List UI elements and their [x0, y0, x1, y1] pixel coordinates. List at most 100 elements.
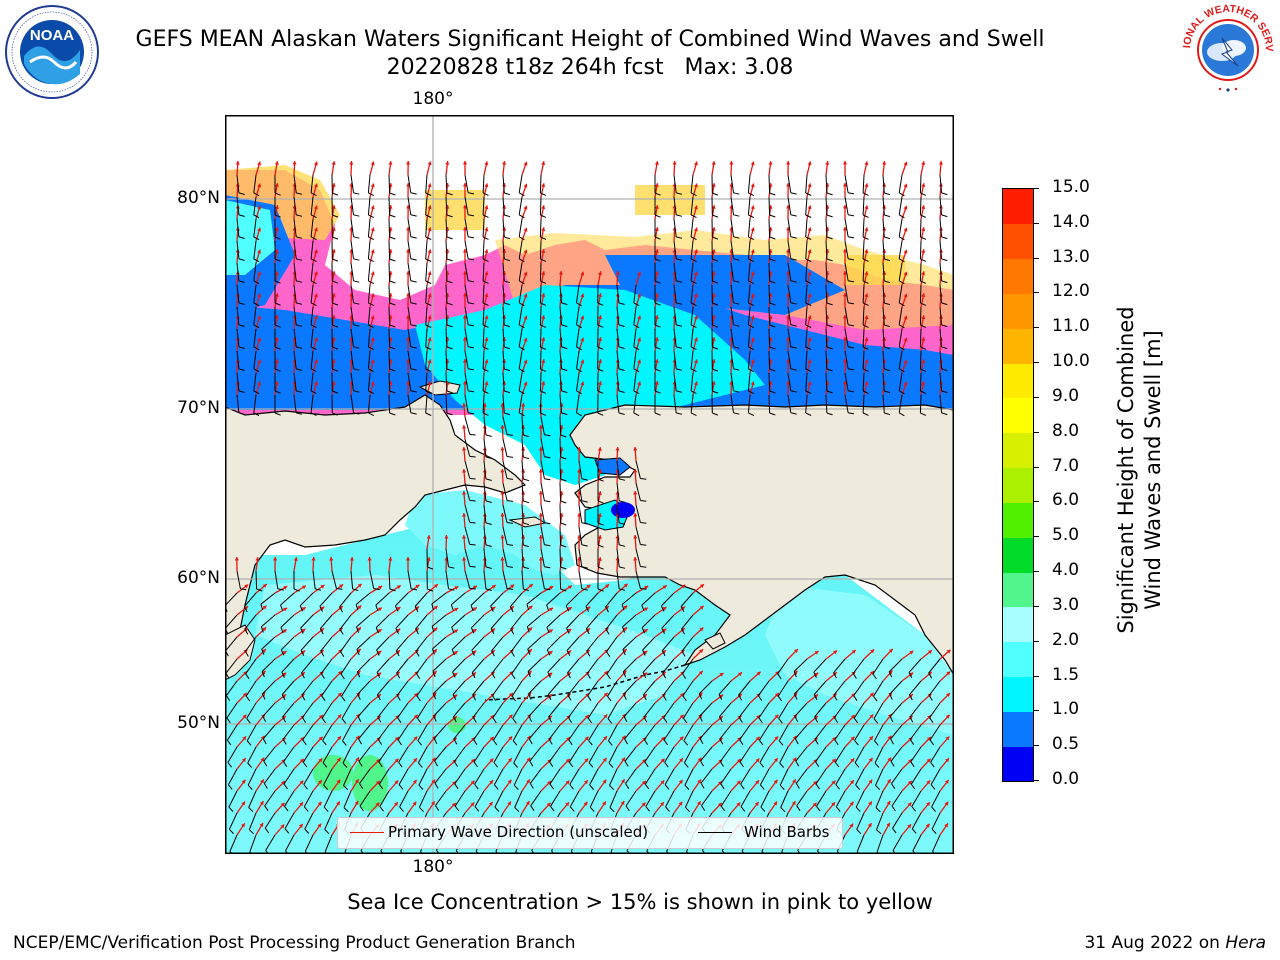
- wave-arrowhead: [396, 585, 401, 589]
- wind-barb-flag: [253, 236, 260, 241]
- wave-arrowhead: [260, 757, 265, 762]
- wave-arrowhead: [274, 249, 279, 253]
- wind-barb-flag: [738, 694, 743, 701]
- wind-barb-shaft: [518, 196, 523, 215]
- wave-arrowhead: [791, 801, 796, 806]
- wind-barb-shaft: [882, 174, 885, 194]
- wind-barb-flag: [733, 346, 740, 349]
- wind-barb-flag: [856, 829, 862, 835]
- ice-patch: [845, 255, 905, 285]
- wind-barb-flag: [339, 606, 343, 613]
- wave-arrowhead: [786, 161, 791, 165]
- wind-barb-shaft: [339, 614, 352, 630]
- wind-barb-shaft: [417, 746, 428, 764]
- wind-barb-shaft: [236, 328, 240, 347]
- wave-arrowhead: [500, 469, 505, 473]
- wind-barb-flag: [417, 740, 422, 746]
- wind-barb-shaft: [633, 372, 637, 391]
- wave-arrowhead: [244, 584, 249, 589]
- wind-barb-shaft: [527, 636, 542, 650]
- wind-barb-shaft: [397, 702, 409, 718]
- wave-arrowhead: [274, 381, 279, 385]
- wind-barb-flag: [813, 671, 817, 678]
- wave-arrowhead: [907, 802, 912, 807]
- footer-date-text: 31 Aug 2022 on: [1084, 933, 1220, 953]
- wind-barb-flag: [540, 280, 547, 284]
- wind-barb-flag: [690, 302, 697, 307]
- wind-barb-shaft: [919, 196, 922, 216]
- wind-barb-flag: [253, 302, 260, 307]
- wave-arrowhead: [262, 584, 267, 588]
- wind-barb-flag: [332, 390, 339, 394]
- wind-barb-shaft: [813, 658, 827, 673]
- wind-barb-flag: [805, 368, 812, 372]
- wave-arrowhead: [462, 403, 467, 407]
- wind-barb-flag: [712, 258, 719, 262]
- wave-arrowhead: [451, 802, 456, 807]
- wave-arrowhead: [472, 629, 477, 633]
- wind-barb-shaft: [343, 790, 352, 808]
- wave-arrowhead: [396, 607, 401, 611]
- wind-barb-flag: [389, 368, 396, 372]
- wind-barb-shaft: [304, 834, 314, 852]
- wind-barb-shaft: [730, 328, 734, 347]
- wave-arrowhead: [597, 535, 602, 539]
- wind-barb-flag: [332, 280, 339, 284]
- wave-arrowhead: [454, 586, 459, 590]
- wind-barb-shaft: [482, 218, 485, 238]
- wind-barb-flag: [643, 716, 648, 723]
- wave-arrowhead: [337, 736, 341, 741]
- wave-arrowhead: [672, 161, 677, 165]
- wind-barb-flag: [418, 784, 424, 790]
- wind-barb-flag: [548, 716, 553, 723]
- wave-arrowhead: [903, 227, 908, 232]
- colorbar-swatch: [1003, 676, 1033, 712]
- wind-barb-flag: [485, 478, 492, 481]
- wind-barb-flag: [310, 324, 317, 329]
- wind-barb-shaft: [805, 174, 808, 194]
- wave-arrowhead: [774, 758, 778, 762]
- wave-arrowhead: [541, 359, 546, 364]
- wind-barb-flag: [911, 828, 917, 834]
- wind-barb-flag: [469, 499, 476, 502]
- wind-barb-shaft: [464, 460, 471, 479]
- wind-barb-shaft: [453, 702, 466, 718]
- wave-arrowhead: [864, 337, 869, 342]
- wave-arrowhead: [623, 583, 628, 588]
- wave-arrowhead: [274, 183, 279, 187]
- wind-barb-flag: [549, 783, 554, 790]
- wind-barb-shaft: [834, 724, 846, 741]
- wind-barb-shaft: [856, 812, 865, 830]
- wind-barb-shaft: [260, 614, 276, 628]
- colorbar-tick-mark: [1033, 501, 1039, 503]
- wave-arrowhead: [454, 608, 459, 612]
- wind-barb-shaft: [253, 174, 257, 193]
- wind-barb-flag: [293, 588, 300, 592]
- wind-barb-shaft: [228, 790, 238, 808]
- wind-barb-flag: [274, 346, 281, 350]
- wind-barb-shaft: [673, 196, 677, 215]
- wind-barb-flag: [296, 412, 303, 415]
- wind-barb-flag: [529, 783, 534, 789]
- map-canvas: [224, 115, 955, 857]
- wind-barb-shaft: [931, 790, 941, 808]
- wind-barb-flag: [473, 739, 478, 745]
- wind-barb-flag: [482, 214, 489, 218]
- wind-barb-shaft: [502, 328, 505, 348]
- wave-arrowhead: [262, 605, 267, 610]
- wind-barb-flag: [353, 368, 360, 371]
- wind-barb-shaft: [661, 614, 675, 629]
- wind-barb-flag: [920, 368, 927, 372]
- wind-barb-shaft: [540, 416, 545, 435]
- wind-barb-flag: [410, 258, 417, 261]
- wind-barb-shaft: [323, 768, 333, 786]
- wave-arrowhead: [538, 535, 543, 539]
- colorbar-tick-mark: [1033, 640, 1039, 642]
- wind-barb-shaft: [616, 394, 620, 413]
- wave-arrowhead: [603, 714, 608, 719]
- wind-barb-shaft: [350, 306, 354, 325]
- wind-barb-flag: [941, 280, 948, 284]
- wind-barb-shaft: [280, 614, 295, 628]
- wind-barb-flag: [448, 566, 455, 569]
- wind-barb-flag: [323, 784, 328, 790]
